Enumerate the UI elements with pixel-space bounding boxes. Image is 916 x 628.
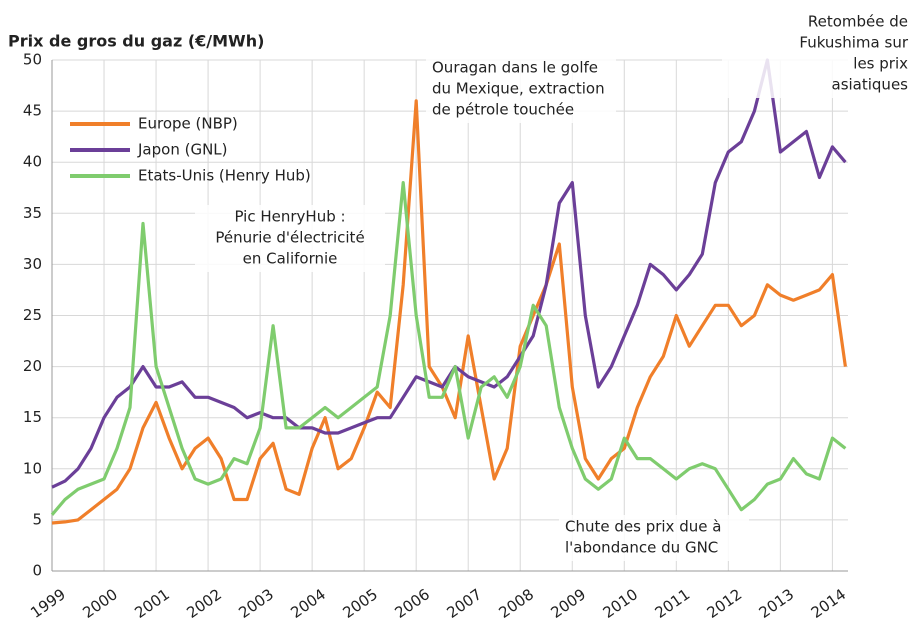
y-tick-label: 15 [23, 408, 42, 426]
x-tick-label: 2009 [548, 585, 590, 622]
annotation: Retombée de [808, 13, 908, 31]
x-tick-label: 2000 [79, 585, 121, 622]
series-line [51, 58, 847, 489]
annotation: Fukushima sur [799, 34, 908, 52]
y-tick-label: 20 [23, 357, 42, 375]
annotation-box [722, 10, 912, 98]
annotation: l'abondance du GNC [565, 539, 718, 557]
annotation: Chute des prix due à [565, 518, 721, 536]
series-line [51, 99, 847, 525]
x-tick-label: 2002 [183, 585, 225, 622]
x-tick-label: 2013 [756, 585, 798, 622]
x-tick-label: 2014 [808, 585, 850, 622]
annotation: en Californie [243, 250, 338, 268]
annotation-box [559, 515, 749, 561]
x-tick-label: 2003 [235, 585, 277, 622]
x-tick-label: 2012 [704, 585, 746, 622]
annotation-box [195, 205, 385, 272]
y-tick-label: 10 [23, 459, 42, 477]
annotation: Pic HenryHub : [234, 208, 345, 226]
legend-label: Etats-Unis (Henry Hub) [138, 167, 311, 185]
annotation: asiatiques [832, 76, 909, 94]
annotation: du Mexique, extraction [432, 80, 605, 98]
x-tick-label: 2004 [287, 585, 329, 622]
annotation: Ouragan dans le golfe [432, 59, 598, 77]
y-tick-label: 5 [32, 510, 42, 528]
y-tick-label: 25 [23, 306, 42, 324]
y-tick-label: 40 [23, 153, 42, 171]
annotation: les prix [853, 55, 908, 73]
y-tick-label: 35 [23, 204, 42, 222]
x-tick-label: 1999 [27, 585, 69, 622]
x-tick-label: 2007 [443, 585, 485, 622]
legend-label: Japon (GNL) [137, 141, 228, 159]
y-tick-label: 45 [23, 102, 42, 120]
annotation-box [426, 56, 616, 123]
annotation: Pénurie d'électricité [215, 229, 364, 247]
x-tick-label: 2008 [496, 585, 538, 622]
chart-title: Prix de gros du gaz (€/MWh) [8, 32, 264, 51]
x-tick-label: 2001 [131, 585, 173, 622]
y-tick-label: 0 [32, 562, 42, 580]
y-tick-label: 50 [23, 51, 42, 69]
x-tick-label: 2010 [600, 585, 642, 622]
annotation: de pétrole touchée [432, 101, 574, 119]
series-line [50, 181, 847, 516]
legend-label: Europe (NBP) [138, 115, 238, 133]
y-tick-label: 30 [23, 255, 42, 273]
x-tick-label: 2006 [391, 585, 433, 622]
x-tick-label: 2011 [652, 585, 694, 622]
x-tick-label: 2005 [339, 585, 381, 622]
